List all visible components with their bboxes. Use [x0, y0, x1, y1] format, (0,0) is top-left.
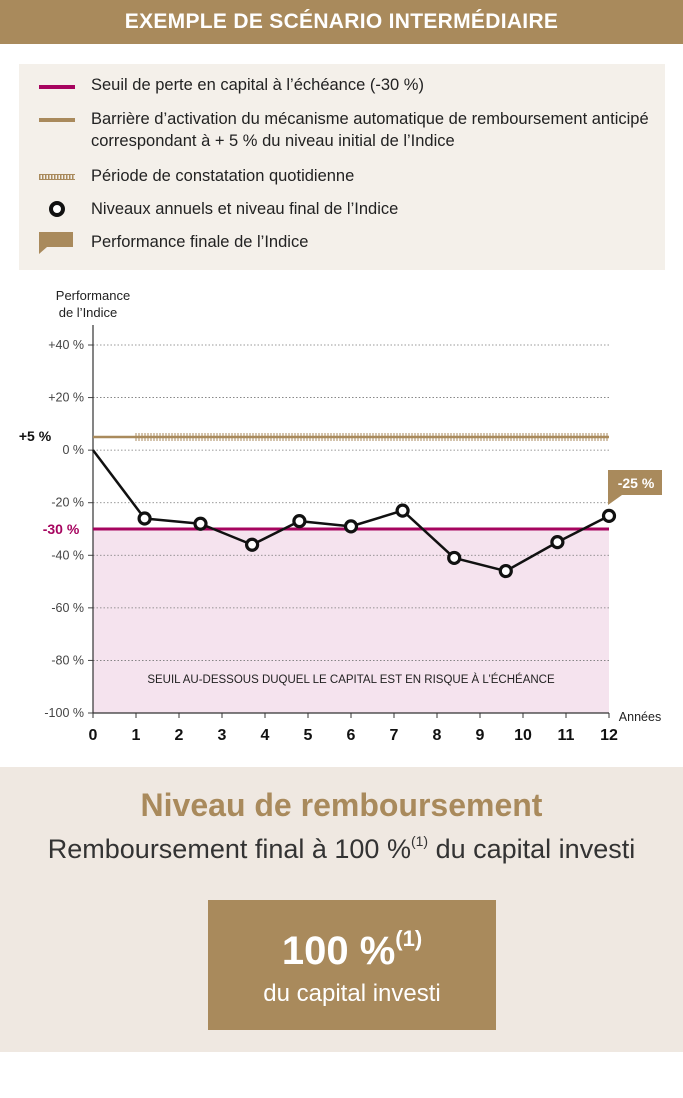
- x-tick-label: 11: [558, 727, 575, 744]
- y-tick-label: -60 %: [51, 601, 84, 615]
- final-performance-flag: [608, 470, 662, 505]
- x-tick-label: 12: [600, 727, 618, 744]
- repayment-box-text: du capital investi: [263, 980, 441, 1007]
- y-tick-label: -20 %: [51, 496, 84, 510]
- legend-item-annual-levels: Niveaux annuels et niveau final de l’Ind…: [91, 200, 399, 218]
- index-level-marker: [498, 563, 513, 579]
- index-level-marker: [193, 516, 208, 531]
- x-tick-label: 10: [514, 727, 532, 744]
- y-tick-label: +40 %: [48, 338, 84, 352]
- hatched-period-icon: [39, 174, 75, 180]
- repayment-subtitle-end: du capital investi: [428, 834, 636, 864]
- x-tick-label: 8: [433, 727, 442, 744]
- risk-zone: [93, 529, 609, 713]
- legend-item-barrier: Barrière d’activation du mécanisme autom…: [91, 110, 649, 150]
- index-level-marker: [343, 519, 359, 534]
- circle-marker-icon: [49, 201, 65, 217]
- x-axis-label: Années: [619, 710, 661, 724]
- barrier-label: +5 %: [19, 428, 52, 444]
- loss-threshold-line-icon: [39, 85, 75, 89]
- repayment-box-value: 100 %(1): [208, 926, 496, 974]
- index-level-marker: [395, 503, 410, 518]
- y-tick-label: 0 %: [62, 443, 84, 457]
- repayment-subtitle-footnote: (1): [410, 833, 429, 849]
- y-tick-label: -80 %: [51, 653, 84, 667]
- performance-chart-svg: SEUIL AU-DESSOUS DUQUEL LE CAPITAL EST E…: [19, 288, 662, 744]
- scenario-title: EXEMPLE DE SCÉNARIO INTERMÉDIAIRE: [124, 10, 559, 33]
- repayment-value-footnote: (1): [395, 926, 423, 951]
- index-level-marker: [245, 537, 260, 552]
- repayment-section: Niveau de remboursement Remboursement fi…: [0, 767, 683, 1052]
- x-tick-label: 4: [261, 727, 270, 744]
- final-performance-label: -25 %: [618, 475, 655, 491]
- y-tick-label: -100 %: [44, 706, 84, 720]
- x-tick-label: 1: [132, 727, 141, 744]
- y-tick-label: +20 %: [48, 391, 84, 405]
- repayment-box: 100 %(1) du capital investi: [208, 900, 496, 1030]
- legend-panel: Seuil de perte en capital à l’échéance (…: [19, 64, 665, 270]
- repayment-subtitle-main: Remboursement final à 100 %: [47, 834, 411, 864]
- x-tick-label: 9: [476, 727, 485, 744]
- performance-chart: SEUIL AU-DESSOUS DUQUEL LE CAPITAL EST E…: [0, 280, 683, 750]
- index-level-marker: [292, 514, 307, 529]
- index-level-marker: [137, 511, 152, 526]
- risk-zone-label: SEUIL AU-DESSOUS DUQUEL LE CAPITAL EST E…: [147, 673, 555, 686]
- index-level-marker: [550, 535, 565, 550]
- x-tick-label: 7: [390, 727, 399, 744]
- x-tick-label: 0: [89, 727, 98, 744]
- y-tick-label: -40 %: [51, 548, 84, 562]
- y-axis-label-line1: Performance: [56, 288, 130, 303]
- index-level-marker: [447, 550, 462, 566]
- barrier-line-icon: [39, 118, 75, 122]
- legend-item-final-performance: Performance finale de l’Indice: [91, 233, 309, 251]
- repayment-value: 100 %: [281, 929, 396, 973]
- legend-item-observation-period: Période de constatation quotidienne: [91, 167, 355, 185]
- x-tick-label: 2: [175, 727, 184, 744]
- repayment-subtitle: Remboursement final à 100 %(1) du capita…: [0, 833, 683, 865]
- x-tick-label: 6: [347, 727, 356, 744]
- x-tick-label: 3: [218, 727, 227, 744]
- flag-label-icon: [39, 232, 73, 254]
- y-axis-label-line2: de l’Indice: [59, 305, 118, 320]
- x-tick-label: 5: [304, 727, 313, 744]
- legend-item-loss-threshold: Seuil de perte en capital à l’échéance (…: [91, 76, 424, 94]
- index-level-marker: [601, 508, 617, 523]
- repayment-title: Niveau de remboursement: [140, 787, 543, 823]
- scenario-header: EXEMPLE DE SCÉNARIO INTERMÉDIAIRE: [0, 0, 683, 44]
- loss-threshold-label: -30 %: [43, 521, 80, 537]
